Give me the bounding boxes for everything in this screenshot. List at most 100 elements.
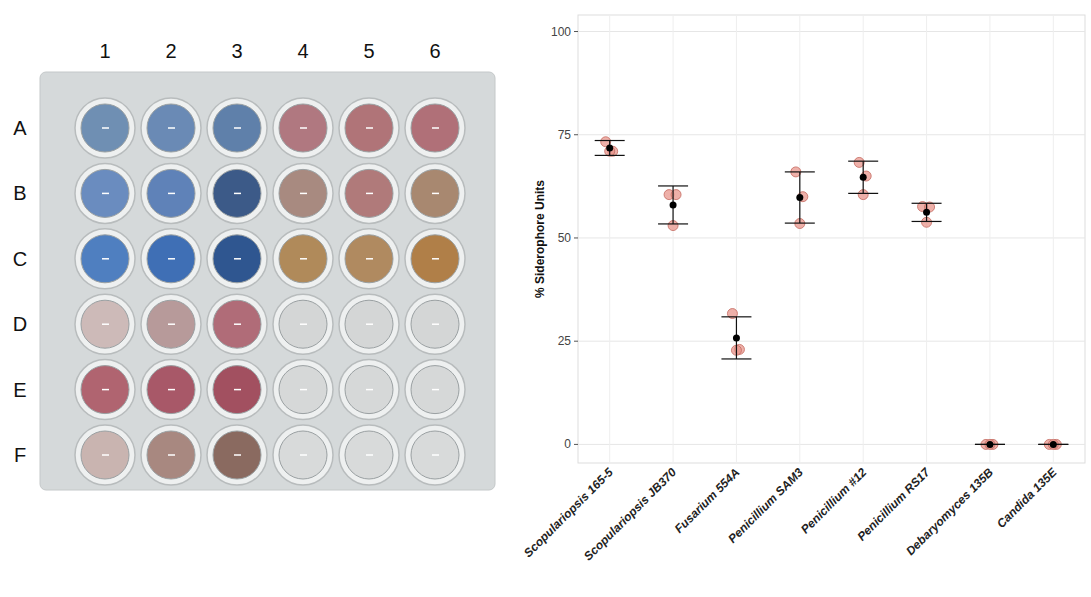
- well: [279, 104, 327, 152]
- y-axis-title: % Siderophore Units: [533, 180, 547, 298]
- well-highlight: [366, 323, 373, 325]
- error-bar: [785, 172, 815, 223]
- column-label: 2: [165, 40, 176, 62]
- well: [213, 366, 261, 414]
- mean-point: [986, 441, 993, 448]
- well-rim: [207, 425, 267, 485]
- well-highlight: [300, 258, 307, 260]
- error-cap: [785, 223, 815, 224]
- tick: [574, 341, 578, 342]
- well-highlight: [102, 193, 109, 195]
- grid-line-x: [799, 15, 800, 463]
- well-rim: [339, 163, 399, 223]
- well-rim: [207, 360, 267, 420]
- tick-label: 100: [551, 25, 571, 39]
- well-highlight: [300, 454, 307, 456]
- category-label: Debaryomyces 135B: [903, 465, 996, 558]
- well-rim: [339, 229, 399, 289]
- well-rim: [75, 98, 135, 158]
- tick: [574, 444, 578, 445]
- well: [345, 104, 393, 152]
- well-highlight: [366, 258, 373, 260]
- column-label: 1: [99, 40, 110, 62]
- well: [411, 300, 459, 348]
- well-rim: [339, 294, 399, 354]
- well-highlight: [300, 193, 307, 195]
- error-bar: [848, 161, 878, 193]
- well: [81, 169, 129, 217]
- well: [81, 300, 129, 348]
- well-highlight: [168, 323, 175, 325]
- row-label: E: [13, 379, 26, 401]
- well-highlight: [234, 454, 241, 456]
- well: [345, 431, 393, 479]
- well-rim: [339, 360, 399, 420]
- well-highlight: [432, 193, 439, 195]
- well-rim: [207, 294, 267, 354]
- well-rim: [207, 98, 267, 158]
- grid-line-x: [863, 15, 864, 463]
- category-label: Fusarium 554A: [672, 465, 743, 536]
- well-rim: [75, 229, 135, 289]
- grid-line: [578, 341, 1085, 342]
- grid-line: [578, 444, 1085, 445]
- well: [213, 431, 261, 479]
- well-highlight: [102, 127, 109, 129]
- plot-frame: [578, 15, 1085, 463]
- well-rim: [75, 294, 135, 354]
- error-cap: [658, 185, 688, 186]
- grid-line-x: [989, 15, 990, 463]
- well: [147, 235, 195, 283]
- replicate-point: [1048, 439, 1058, 449]
- tick-label: 0: [564, 437, 571, 451]
- well-highlight: [234, 258, 241, 260]
- row-label: F: [14, 444, 26, 466]
- well: [345, 300, 393, 348]
- well: [411, 235, 459, 283]
- error-cap: [785, 171, 815, 172]
- well-rim: [141, 360, 201, 420]
- plate-body: [40, 72, 495, 490]
- mean-point: [1050, 441, 1057, 448]
- mean-point: [733, 334, 740, 341]
- grid-line: [578, 237, 1085, 238]
- well-rim: [141, 229, 201, 289]
- grid-line-x: [736, 15, 737, 463]
- well: [213, 104, 261, 152]
- well-rim: [405, 98, 465, 158]
- well-highlight: [432, 258, 439, 260]
- well-highlight: [366, 193, 373, 195]
- well: [279, 169, 327, 217]
- grid-line: [578, 134, 1085, 135]
- well-rim: [207, 229, 267, 289]
- tick: [574, 134, 578, 135]
- well-highlight: [432, 389, 439, 391]
- well: [147, 366, 195, 414]
- well-rim: [339, 425, 399, 485]
- well: [279, 366, 327, 414]
- well-rim: [405, 229, 465, 289]
- tick: [574, 237, 578, 238]
- well-highlight: [234, 193, 241, 195]
- well-highlight: [300, 323, 307, 325]
- chart: 0255075100% Siderophore UnitsScopulariop…: [521, 15, 1085, 563]
- well-highlight: [102, 389, 109, 391]
- well-rim: [273, 294, 333, 354]
- well: [213, 300, 261, 348]
- well-highlight: [432, 454, 439, 456]
- well-highlight: [432, 127, 439, 129]
- error-cap: [595, 155, 625, 156]
- well-rim: [141, 425, 201, 485]
- category-label: Scopulariopsis JB370: [581, 465, 679, 563]
- error-cap: [595, 140, 625, 141]
- well-highlight: [234, 323, 241, 325]
- well: [81, 366, 129, 414]
- column-label: 3: [231, 40, 242, 62]
- error-cap: [848, 193, 878, 194]
- grid-line-x: [673, 15, 674, 463]
- category-label: Candida 135E: [994, 465, 1060, 531]
- well: [147, 431, 195, 479]
- well-highlight: [168, 454, 175, 456]
- well-rim: [75, 163, 135, 223]
- category-label: Penicillium #12: [798, 465, 869, 536]
